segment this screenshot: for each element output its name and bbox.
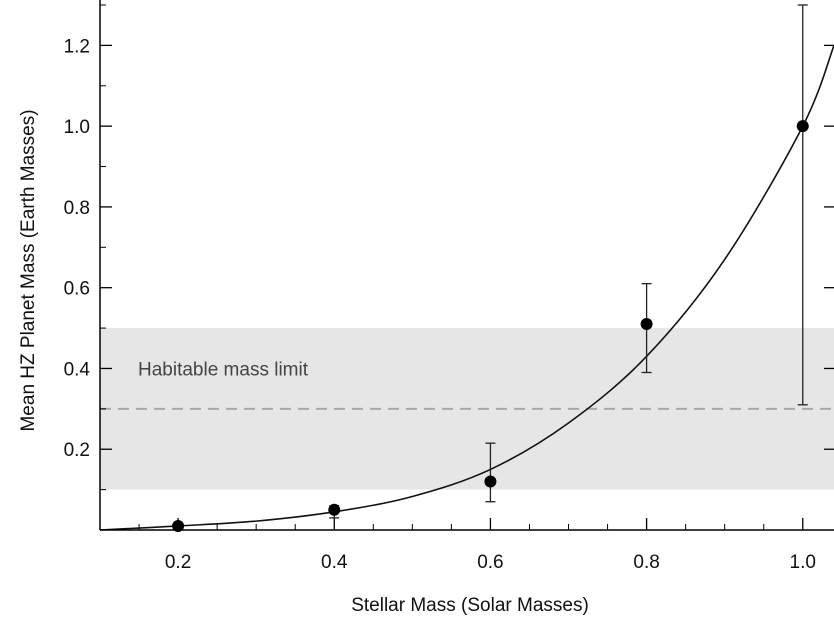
y-tick-label-5: 1.2: [64, 36, 90, 57]
fit-curve: [99, 45, 834, 531]
y-tick-label-3: 0.8: [64, 198, 90, 219]
y-tick-label-0: 0.2: [64, 440, 90, 461]
x-axis-title: Stellar Mass (Solar Masses): [351, 595, 589, 616]
x-tick-label-0: 0.2: [165, 552, 191, 573]
habitable-mass-limit-label: Habitable mass limit: [138, 359, 309, 380]
x-tick-label-4: 1.0: [790, 552, 816, 573]
y-tick-label-4: 1.0: [64, 117, 90, 138]
data-point-3: [640, 318, 653, 331]
x-tick-label-2: 0.6: [477, 552, 503, 573]
x-tick-label-1: 0.4: [321, 552, 348, 573]
data-point-2: [484, 475, 497, 488]
y-axis-title: Mean HZ Planet Mass (Earth Masses): [18, 109, 39, 431]
data-point-4: [796, 120, 809, 133]
y-tick-label-1: 0.4: [64, 359, 91, 380]
y-tick-label-2: 0.6: [64, 279, 90, 300]
x-tick-label-3: 0.8: [633, 552, 659, 573]
data-point-1: [328, 503, 341, 516]
